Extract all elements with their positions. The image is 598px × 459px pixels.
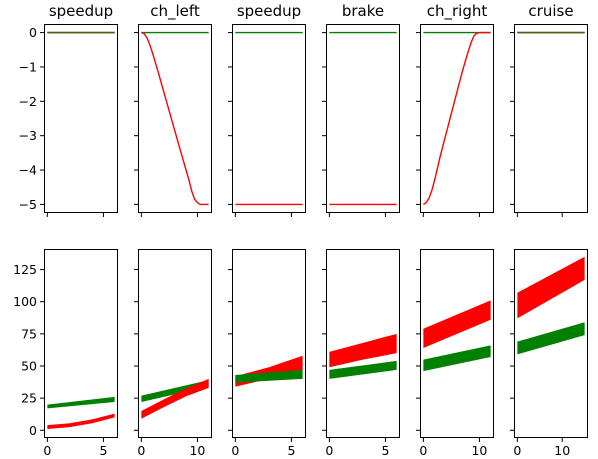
y-tick-label: 25 [21,391,37,406]
series-red-band [47,413,115,429]
y-tick-label: 50 [21,359,37,374]
panel-data [235,355,303,387]
y-tick-label: −1 [19,59,37,74]
x-tick-label: 5 [287,443,295,458]
series-green-band [517,322,585,355]
y-tick-label: 0 [29,423,37,438]
axes-frame [420,24,494,213]
panel-data [329,333,397,379]
panel-title: ch_left [150,2,200,21]
y-tick-label: −4 [19,163,37,178]
y-tick-label: −5 [19,197,37,212]
axes-frame [514,249,588,438]
axes-frame [326,249,400,438]
x-tick-label: 10 [554,443,570,458]
axes-frame [232,249,306,438]
x-tick-label: 0 [513,443,521,458]
series-green-band [141,380,209,402]
axes-frame [44,249,118,438]
series-red-band [517,256,585,319]
panel-data [517,256,585,355]
panel-title: speedup [49,2,113,20]
series-red-line [141,31,209,206]
panel-r1-c5: ch_right [416,2,494,217]
axes-frame [420,249,494,438]
panel-r2-c1: 0 25 50 75 100 125 0 5 [13,249,118,458]
y-tick-label: −3 [19,128,37,143]
panel-r1-c4: brake [322,2,400,217]
y-tick-label: 100 [13,294,37,309]
y-tick-label: 0 [29,25,37,40]
axes-frame [232,24,306,213]
series-green-band [235,369,303,383]
x-tick-label: 0 [231,443,239,458]
series-green-band [423,345,491,372]
panel-data [422,31,491,206]
x-tick-label: 0 [419,443,427,458]
axes-frame [138,249,212,438]
panel-title: ch_right [427,2,488,21]
series-green-band [47,396,115,409]
panel-data [423,300,491,372]
x-tick-label: 0 [43,443,51,458]
series-red-band [423,300,491,348]
y-tick-label: 75 [21,326,37,341]
x-tick-label: 5 [99,443,107,458]
panel-data [329,31,397,206]
panel-title: brake [342,2,384,20]
series-red-line [422,31,491,206]
panel-title: cruise [528,2,573,20]
x-tick-label: 0 [325,443,333,458]
panel-r1-c3: speedup [228,2,306,217]
panel-title: speedup [237,2,301,20]
axes-frame [138,24,212,213]
series-red-band [141,378,209,419]
series-red-band [329,333,397,368]
y-tick-label: 125 [13,262,37,277]
x-tick-label: 10 [471,443,487,458]
panel-r2-c6: 0 10 [510,249,588,458]
panel-r2-c2: 0 10 [134,249,212,458]
axes-frame [44,24,118,213]
panel-data [141,378,209,419]
y-tick-label: −2 [19,94,37,109]
panel-data [47,396,115,429]
axes-frame [514,24,588,213]
panel-r1-c1: 0 −1 −2 −3 −4 −5 speedup [19,2,118,217]
panel-r1-c2: ch_left [134,2,212,217]
x-tick-label: 10 [189,443,205,458]
series-green-band [329,360,397,379]
panel-data [235,31,303,206]
panel-r2-c5: 0 10 [416,249,494,458]
x-tick-label: 0 [137,443,145,458]
panel-r1-c6: cruise [510,2,588,217]
panel-data [141,31,209,206]
axes-frame [326,24,400,213]
x-tick-label: 5 [381,443,389,458]
